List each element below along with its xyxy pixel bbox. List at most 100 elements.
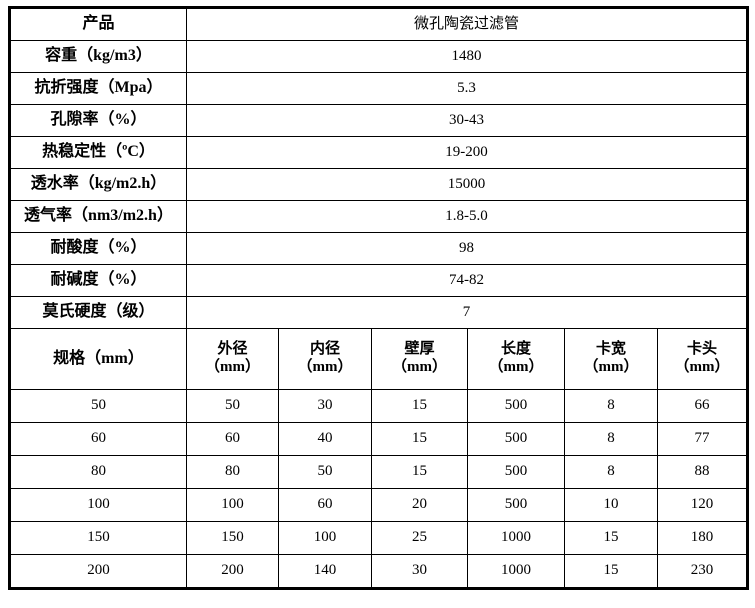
property-label: 热稳定性（ºC） bbox=[8, 136, 187, 169]
cell-clamp-width: 8 bbox=[564, 389, 658, 423]
product-specification-table: 产品 微孔陶瓷过滤管 容重（kg/m3） 1480 抗折强度（Mpa） 5.3 … bbox=[8, 6, 750, 590]
property-value: 98 bbox=[185, 232, 750, 265]
property-label: 耐碱度（%） bbox=[8, 264, 187, 297]
cell-length: 1000 bbox=[467, 554, 565, 590]
cell-inner-diameter: 30 bbox=[278, 389, 372, 423]
cell-outer-diameter: 60 bbox=[186, 422, 279, 456]
cell-outer-diameter: 200 bbox=[186, 554, 279, 590]
cell-wall-thickness: 25 bbox=[371, 521, 468, 555]
table-row: 100 100 60 20 500 10 120 bbox=[8, 488, 750, 522]
cell-clamp-head: 180 bbox=[656, 521, 750, 555]
table-row: 200 200 140 30 1000 15 230 bbox=[8, 554, 750, 590]
cell-length: 1000 bbox=[467, 521, 565, 555]
property-label: 透气率（nm3/m2.h） bbox=[8, 200, 187, 233]
property-value: 5.3 bbox=[185, 72, 750, 105]
cell-wall-thickness: 15 bbox=[371, 389, 468, 423]
column-header-clamp-head: 卡头 （mm） bbox=[656, 328, 750, 390]
table-row-porosity: 孔隙率（%） 30-43 bbox=[8, 104, 750, 137]
cell-wall-thickness: 15 bbox=[371, 422, 468, 456]
column-header-line2: （mm） bbox=[297, 359, 353, 375]
cell-length: 500 bbox=[467, 488, 565, 522]
cell-wall-thickness: 20 bbox=[371, 488, 468, 522]
table-row-acid-resistance: 耐酸度（%） 98 bbox=[8, 232, 750, 265]
cell-clamp-head: 77 bbox=[656, 422, 750, 456]
column-header-line1: 卡头 bbox=[687, 341, 718, 358]
table-row-mohs-hardness: 莫氏硬度（级） 7 bbox=[8, 296, 750, 329]
column-header-specification: 规格（mm） bbox=[8, 328, 187, 390]
table-row-product: 产品 微孔陶瓷过滤管 bbox=[8, 6, 750, 41]
column-header-line2: （mm） bbox=[392, 359, 447, 375]
cell-clamp-width: 15 bbox=[564, 554, 658, 590]
cell-clamp-head: 88 bbox=[656, 455, 750, 489]
cell-outer-diameter: 100 bbox=[186, 488, 279, 522]
cell-clamp-width: 8 bbox=[564, 422, 658, 456]
column-header-line2: （mm） bbox=[583, 359, 639, 375]
cell-inner-diameter: 50 bbox=[278, 455, 372, 489]
cell-specification: 150 bbox=[8, 521, 187, 555]
cell-clamp-head: 66 bbox=[656, 389, 750, 423]
column-header-clamp-width: 卡宽 （mm） bbox=[564, 328, 658, 390]
cell-outer-diameter: 50 bbox=[186, 389, 279, 423]
table-row-water-permeability: 透水率（kg/m2.h） 15000 bbox=[8, 168, 750, 201]
cell-length: 500 bbox=[467, 389, 565, 423]
property-value: 19-200 bbox=[185, 136, 750, 169]
cell-specification: 100 bbox=[8, 488, 187, 522]
table-row-thermal-stability: 热稳定性（ºC） 19-200 bbox=[8, 136, 750, 169]
table-row: 50 50 30 15 500 8 66 bbox=[8, 389, 750, 423]
cell-length: 500 bbox=[467, 422, 565, 456]
column-header-outer-diameter: 外径 （mm） bbox=[186, 328, 279, 390]
cell-outer-diameter: 80 bbox=[186, 455, 279, 489]
cell-clamp-head: 230 bbox=[656, 554, 750, 590]
table-body: 产品 微孔陶瓷过滤管 容重（kg/m3） 1480 抗折强度（Mpa） 5.3 … bbox=[8, 6, 750, 590]
cell-inner-diameter: 140 bbox=[278, 554, 372, 590]
property-value: 7 bbox=[185, 296, 750, 329]
column-header-line2: （mm） bbox=[488, 359, 544, 375]
table-row-alkali-resistance: 耐碱度（%） 74-82 bbox=[8, 264, 750, 297]
column-header-line1: 内径 bbox=[309, 341, 340, 358]
property-value: 1.8-5.0 bbox=[185, 200, 750, 233]
property-value: 微孔陶瓷过滤管 bbox=[185, 6, 750, 41]
property-label: 耐酸度（%） bbox=[8, 232, 187, 265]
property-value: 74-82 bbox=[185, 264, 750, 297]
property-label: 孔隙率（%） bbox=[8, 104, 187, 137]
column-header-line1: 壁厚 bbox=[404, 341, 435, 358]
cell-wall-thickness: 30 bbox=[371, 554, 468, 590]
dimensions-header-row: 规格（mm） 外径 （mm） 内径 （mm） 壁厚 （mm） 长度 （mm） bbox=[8, 328, 750, 390]
property-label: 产品 bbox=[8, 6, 187, 41]
column-header-line1: 长度 bbox=[500, 341, 531, 358]
table-row: 80 80 50 15 500 8 88 bbox=[8, 455, 750, 489]
cell-specification: 60 bbox=[8, 422, 187, 456]
property-label: 容重（kg/m3） bbox=[8, 40, 187, 73]
column-header-line1: 规格（mm） bbox=[53, 349, 144, 367]
column-header-inner-diameter: 内径 （mm） bbox=[278, 328, 372, 390]
cell-length: 500 bbox=[467, 455, 565, 489]
cell-inner-diameter: 40 bbox=[278, 422, 372, 456]
cell-outer-diameter: 150 bbox=[186, 521, 279, 555]
table-row-flexural-strength: 抗折强度（Mpa） 5.3 bbox=[8, 72, 750, 105]
property-value: 15000 bbox=[185, 168, 750, 201]
table-row: 60 60 40 15 500 8 77 bbox=[8, 422, 750, 456]
cell-inner-diameter: 60 bbox=[278, 488, 372, 522]
cell-wall-thickness: 15 bbox=[371, 455, 468, 489]
column-header-line1: 卡宽 bbox=[595, 341, 626, 358]
cell-specification: 50 bbox=[8, 389, 187, 423]
cell-clamp-width: 8 bbox=[564, 455, 658, 489]
property-label: 透水率（kg/m2.h） bbox=[8, 168, 187, 201]
property-value: 30-43 bbox=[185, 104, 750, 137]
column-header-line1: 外径 bbox=[217, 341, 248, 358]
column-header-length: 长度 （mm） bbox=[467, 328, 565, 390]
property-value: 1480 bbox=[185, 40, 750, 73]
column-header-line2: （mm） bbox=[674, 359, 730, 375]
table-row-bulk-density: 容重（kg/m3） 1480 bbox=[8, 40, 750, 73]
table-row: 150 150 100 25 1000 15 180 bbox=[8, 521, 750, 555]
property-label: 莫氏硬度（级） bbox=[8, 296, 187, 329]
cell-specification: 80 bbox=[8, 455, 187, 489]
cell-clamp-width: 10 bbox=[564, 488, 658, 522]
property-label: 抗折强度（Mpa） bbox=[8, 72, 187, 105]
table-row-air-permeability: 透气率（nm3/m2.h） 1.8-5.0 bbox=[8, 200, 750, 233]
column-header-wall-thickness: 壁厚 （mm） bbox=[371, 328, 468, 390]
cell-clamp-head: 120 bbox=[656, 488, 750, 522]
cell-inner-diameter: 100 bbox=[278, 521, 372, 555]
cell-clamp-width: 15 bbox=[564, 521, 658, 555]
